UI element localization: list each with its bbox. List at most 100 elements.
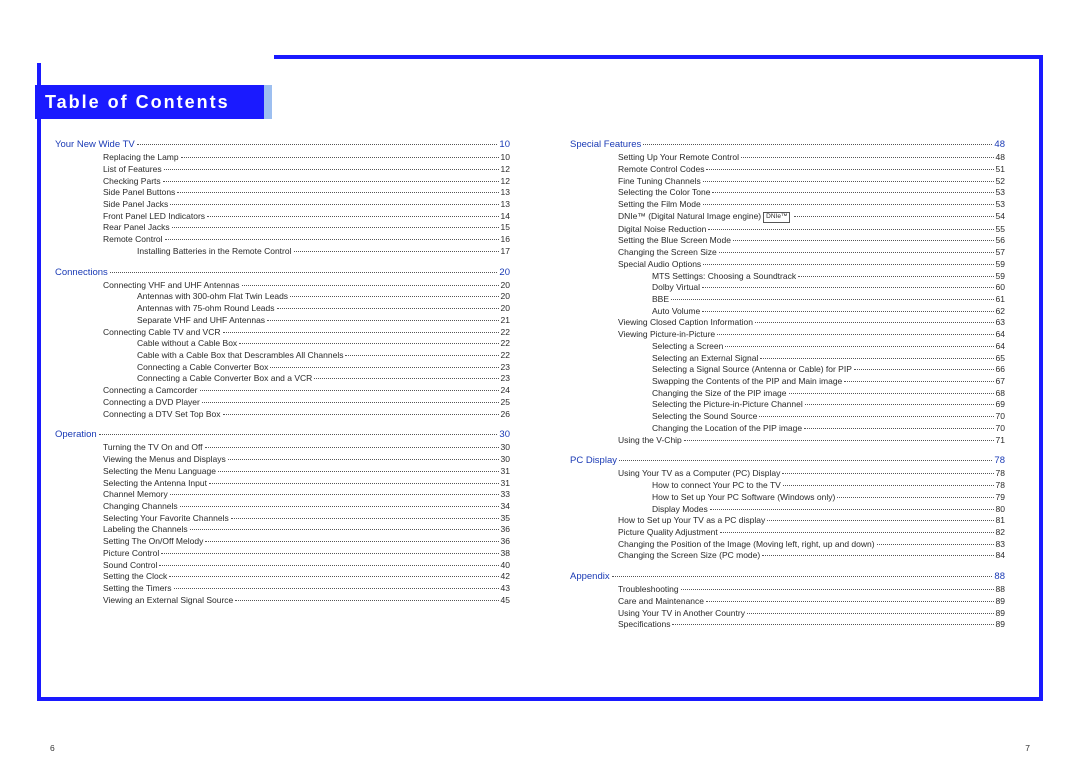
leader-dots — [161, 552, 498, 554]
leader-dots — [783, 484, 994, 486]
leader-dots — [702, 286, 993, 288]
entry-label: Special Features — [570, 138, 641, 151]
entry-page: 42 — [501, 571, 510, 583]
toc-entry: Side Panel Buttons13 — [55, 187, 510, 199]
page-number-left: 6 — [50, 743, 55, 753]
toc-entry: Dolby Virtual60 — [570, 282, 1005, 294]
entry-label: Troubleshooting — [618, 584, 679, 596]
toc-entry: Viewing the Menus and Displays30 — [55, 454, 510, 466]
entry-label: Side Panel Buttons — [103, 187, 175, 199]
entry-page: 14 — [501, 211, 510, 223]
toc-columns: Your New Wide TV10Replacing the Lamp10Li… — [55, 138, 1025, 683]
toc-entry: Replacing the Lamp 10 — [55, 152, 510, 164]
entry-page: 20 — [501, 303, 510, 315]
toc-entry: DNIe™ (Digital Natural Image engine)DNIe… — [570, 211, 1005, 224]
toc-entry: Setting the Film Mode53 — [570, 199, 1005, 211]
leader-dots — [205, 540, 498, 542]
toc-entry: Connecting a Cable Converter Box and a V… — [55, 373, 510, 385]
toc-entry: Selecting a Screen64 — [570, 341, 1005, 353]
toc-entry: Selecting the Picture-in-Picture Channel… — [570, 399, 1005, 411]
toc-section: Your New Wide TV10 — [55, 138, 510, 151]
entry-page: 88 — [994, 570, 1005, 583]
leader-dots — [703, 263, 993, 265]
leader-dots — [228, 458, 499, 460]
entry-label: Operation — [55, 428, 97, 441]
entry-label: Changing the Location of the PIP image — [652, 423, 802, 435]
entry-page: 67 — [996, 376, 1005, 388]
leader-dots — [733, 239, 994, 241]
entry-page: 26 — [501, 409, 510, 421]
leader-dots — [741, 156, 994, 158]
entry-label: Connecting a Cable Converter Box and a V… — [137, 373, 312, 385]
leader-dots — [760, 357, 993, 359]
entry-label: Setting the Film Mode — [618, 199, 701, 211]
toc-entry: Specifications89 — [570, 619, 1005, 631]
leader-dots — [172, 226, 499, 228]
leader-dots — [207, 215, 498, 217]
entry-label: Connecting Cable TV and VCR — [103, 327, 221, 339]
leader-dots — [180, 505, 499, 507]
toc-column-right: Special Features 48 Setting Up Your Remote… — [540, 138, 1025, 683]
entry-page: 22 — [501, 327, 510, 339]
toc-entry: Connecting a Cable Converter Box23 — [55, 362, 510, 374]
toc-entry: Connecting a DTV Set Top Box 26 — [55, 409, 510, 421]
page-number-right: 7 — [1025, 743, 1030, 753]
leader-dots — [99, 433, 498, 435]
entry-label: Remote Control — [103, 234, 163, 246]
toc-entry: Connecting a Camcorder24 — [55, 385, 510, 397]
entry-label: Replacing the Lamp — [103, 152, 179, 164]
leader-dots — [854, 368, 994, 370]
leader-dots — [767, 519, 993, 521]
toc-section: PC Display78 — [570, 454, 1005, 467]
toc-entry: How to Set up Your PC Software (Windows … — [570, 492, 1005, 504]
leader-dots — [294, 250, 499, 252]
toc-entry: Swapping the Contents of the PIP and Mai… — [570, 376, 1005, 388]
entry-page: 12 — [501, 176, 510, 188]
entry-label: Setting the Blue Screen Mode — [618, 235, 731, 247]
toc-entry: Connecting VHF and UHF Antennas20 — [55, 280, 510, 292]
entry-label: Care and Maintenance — [618, 596, 704, 608]
entry-label: Cable with a Cable Box that Descrambles … — [137, 350, 343, 362]
leader-dots — [643, 143, 992, 145]
toc-entry: MTS Settings: Choosing a Soundtrack59 — [570, 271, 1005, 283]
entry-label: BBE — [652, 294, 669, 306]
entry-label: Selecting the Sound Source — [652, 411, 757, 423]
toc-entry: Setting The On/Off Melody36 — [55, 536, 510, 548]
toc-entry: Selecting the Menu Language31 — [55, 466, 510, 478]
entry-page: 15 — [501, 222, 510, 234]
entry-label: Connecting a DTV Set Top Box — [103, 409, 221, 421]
leader-dots — [747, 612, 994, 614]
leader-dots — [712, 191, 993, 193]
entry-page: 25 — [501, 397, 510, 409]
leader-dots — [223, 331, 499, 333]
leader-dots — [710, 508, 994, 510]
entry-page: 20 — [501, 291, 510, 303]
toc-entry: Selecting Your Favorite Channels35 — [55, 513, 510, 525]
toc-entry: Channel Memory33 — [55, 489, 510, 501]
leader-dots — [170, 203, 498, 205]
entry-page: 52 — [996, 176, 1005, 188]
entry-page: 48 — [994, 138, 1005, 151]
entry-page: 20 — [499, 266, 510, 279]
entry-page: 89 — [996, 608, 1005, 620]
toc-entry: Remote Control Codes51 — [570, 164, 1005, 176]
leader-dots — [684, 439, 994, 441]
toc-entry: Changing the Screen Size (PC mode)84 — [570, 550, 1005, 562]
entry-label: Using Your TV in Another Country — [618, 608, 745, 620]
toc-entry: Changing the Size of the PIP image68 — [570, 388, 1005, 400]
toc-entry: Antennas with 300-ohm Flat Twin Leads20 — [55, 291, 510, 303]
toc-entry: Care and Maintenance89 — [570, 596, 1005, 608]
leader-dots — [805, 403, 994, 405]
entry-page: 10 — [501, 152, 510, 164]
toc-entry: Selecting the Sound Source70 — [570, 411, 1005, 423]
entry-page: 31 — [501, 466, 510, 478]
leader-dots — [681, 588, 994, 590]
entry-label: Setting The On/Off Melody — [103, 536, 203, 548]
entry-label: Changing the Size of the PIP image — [652, 388, 787, 400]
entry-label: Selecting an External Signal — [652, 353, 758, 365]
entry-page: 48 — [996, 152, 1005, 164]
frame-cutout — [37, 53, 274, 63]
entry-label: Digital Noise Reduction — [618, 224, 706, 236]
entry-page: 54 — [996, 211, 1005, 223]
entry-label: Setting Up Your Remote Control — [618, 152, 739, 164]
